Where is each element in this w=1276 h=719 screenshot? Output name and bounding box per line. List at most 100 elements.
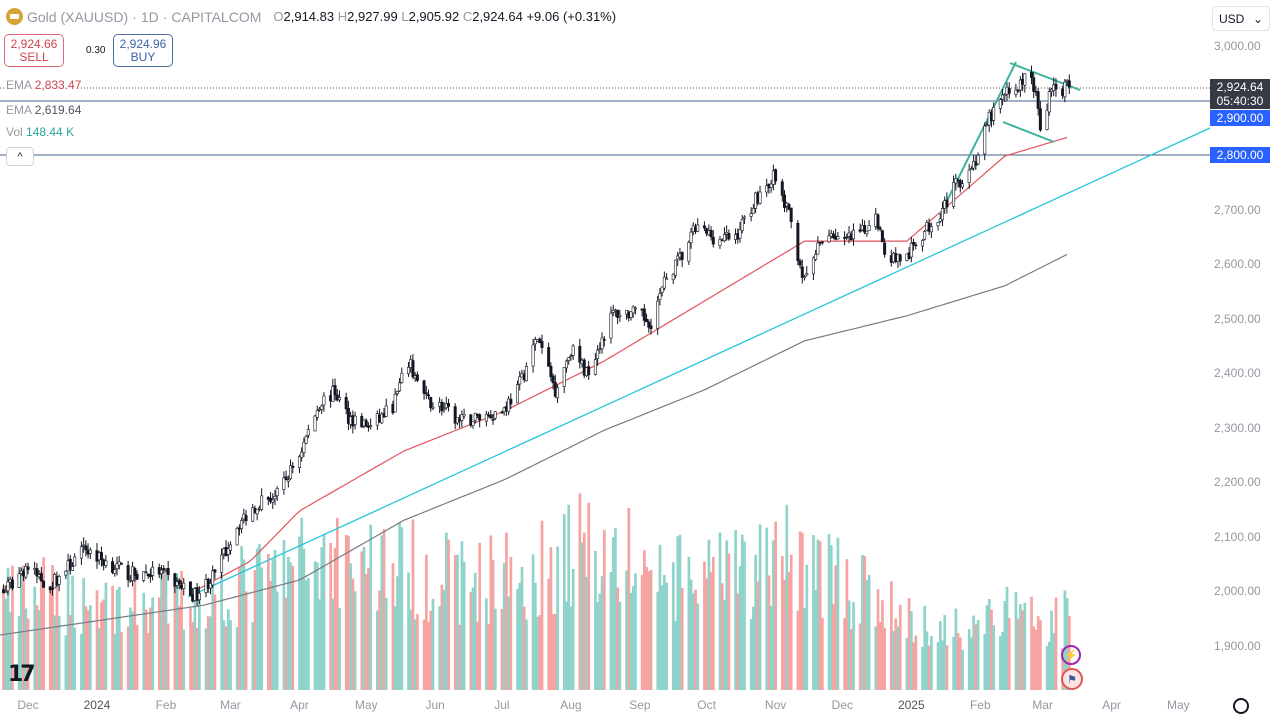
candle-body — [831, 233, 835, 239]
volume-bar — [133, 569, 137, 690]
volume-bar — [178, 605, 181, 690]
volume-bar — [238, 567, 241, 690]
candle-body — [836, 236, 840, 240]
volume-bar — [954, 608, 958, 690]
candle-body — [384, 405, 388, 417]
us-flag-event-icon[interactable]: ⚑ — [1061, 668, 1083, 690]
candle-body — [282, 477, 286, 490]
buy-label: BUY — [130, 49, 156, 64]
time-tick-label: 2025 — [897, 698, 925, 712]
flag-pattern[interactable] — [939, 61, 1081, 216]
candle-body — [1036, 91, 1040, 109]
sell-button[interactable]: 2,924.66 SELL — [4, 34, 64, 67]
exchange: CAPITALCOM — [171, 8, 262, 25]
volume-bar — [881, 600, 884, 690]
symbol-name[interactable]: Gold (XAUUSD) — [27, 8, 129, 25]
volume-bar — [329, 542, 332, 690]
volume-bar — [17, 616, 21, 690]
current-price-label: 2,924.64 05:40:30 — [1210, 79, 1270, 109]
volume-bar — [582, 532, 586, 690]
candle-body — [518, 376, 522, 385]
candle-body — [665, 277, 669, 280]
volume-bar — [211, 571, 215, 690]
volume-bar — [1023, 602, 1027, 690]
candle-body — [491, 419, 495, 421]
candle-body — [500, 411, 504, 414]
ema-fast-legend[interactable]: EMA 2,833.47 — [6, 78, 82, 92]
currency-select[interactable]: USD ⌄ — [1212, 6, 1270, 31]
volume-bar — [117, 586, 121, 690]
volume-legend[interactable]: Vol 148.44 K — [6, 125, 75, 139]
candle-body — [742, 216, 746, 219]
volume-bar — [422, 619, 426, 690]
trendline[interactable] — [187, 127, 1211, 598]
volume-bar — [734, 530, 737, 690]
symbol-header[interactable]: Gold (XAUUSD) · 1D · CAPITALCOM O2,914.8… — [6, 8, 616, 25]
volume-bar — [6, 568, 10, 690]
price-tick-label: 2,600.00 — [1214, 257, 1261, 271]
volume-bar — [396, 576, 399, 690]
volume-bar — [82, 577, 86, 690]
volume-bar — [505, 532, 508, 690]
volume-bar — [787, 572, 791, 690]
candle-body — [718, 239, 722, 246]
volume-bar — [976, 620, 980, 690]
volume-bar — [1065, 598, 1069, 690]
candle-body — [936, 222, 940, 227]
candle-body — [658, 293, 662, 300]
collapse-legend-button[interactable]: ^ — [6, 147, 34, 166]
lightning-event-icon[interactable]: ⚡ — [1061, 645, 1081, 665]
candle-body — [306, 429, 310, 436]
candle-body — [912, 241, 916, 245]
candle-body — [406, 366, 410, 374]
volume-bar — [66, 564, 70, 690]
volume-bar — [146, 633, 150, 690]
volume-bar — [596, 601, 599, 690]
time-tick-label: Feb — [969, 698, 991, 712]
time-tick-label: Sep — [629, 698, 651, 712]
candle-body — [369, 425, 373, 427]
volume-bar — [113, 633, 117, 690]
interval[interactable]: 1D — [140, 8, 159, 25]
settings-icon[interactable] — [1233, 698, 1249, 714]
volume-bar — [896, 626, 900, 690]
volume-bar — [752, 606, 755, 690]
volume-bar — [507, 596, 510, 690]
buy-button[interactable]: 2,924.96 BUY — [113, 34, 173, 67]
volume-bar — [983, 634, 987, 690]
volume-bar — [166, 623, 170, 690]
tradingview-logo[interactable]: 17 — [8, 662, 36, 687]
volume-bar — [631, 586, 635, 690]
volume-bar — [144, 609, 148, 690]
volume-bar — [126, 626, 130, 690]
candle-body — [983, 125, 987, 155]
candle-body — [816, 242, 820, 255]
volume-bar — [565, 601, 568, 690]
volume-bar — [723, 599, 726, 690]
candle-body — [858, 229, 862, 232]
volume-bar — [665, 582, 668, 690]
volume-bar — [647, 571, 651, 690]
volume-bar — [273, 550, 277, 690]
candle-body — [260, 495, 264, 510]
volume-bar — [645, 566, 648, 690]
volume-bar — [284, 597, 288, 690]
open-label: O — [273, 9, 284, 24]
volume-bar — [220, 573, 223, 690]
volume-bar — [805, 564, 809, 690]
volume-bar — [393, 606, 397, 690]
volume-bar — [369, 524, 373, 690]
volume-bar — [1054, 597, 1058, 690]
ema-slow-legend[interactable]: EMA 2,619.64 — [6, 103, 82, 117]
volume-bar — [554, 613, 557, 690]
volume-bar — [614, 528, 617, 690]
volume-bar — [689, 579, 693, 690]
candle-body — [749, 213, 753, 217]
candle-body — [1001, 94, 1005, 100]
candle-body — [820, 241, 824, 244]
candle-body — [173, 573, 177, 587]
candle-body — [462, 414, 466, 417]
candle-body — [789, 207, 793, 223]
volume-bar — [718, 532, 722, 690]
